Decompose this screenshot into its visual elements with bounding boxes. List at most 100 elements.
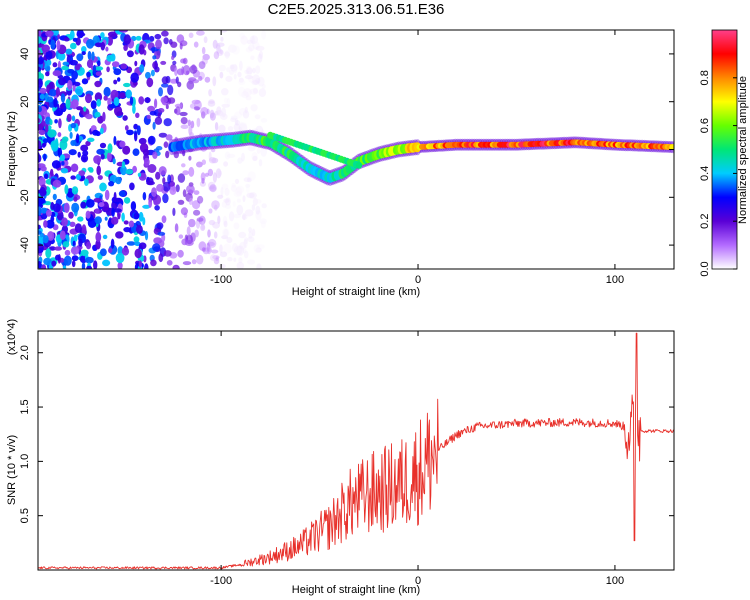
spectrogram-speckle xyxy=(255,65,261,74)
spectrogram-speckle xyxy=(158,166,167,176)
spectrogram-speckle xyxy=(162,177,166,185)
spectrogram-speckle xyxy=(38,30,42,38)
spectrogram-speckle xyxy=(250,104,258,112)
spectrogram-speckle xyxy=(73,234,78,242)
spectrogram-speckle xyxy=(83,106,87,112)
spectrogram-speckle xyxy=(206,108,210,115)
spectrogram-speckle xyxy=(181,66,185,76)
spectrogram-speckle xyxy=(207,238,217,248)
spectrogram-speckle xyxy=(132,104,136,114)
spectrogram-speckle xyxy=(76,53,84,62)
spectrogram-speckle xyxy=(85,113,93,120)
x-tick-label: 100 xyxy=(606,575,624,587)
spectrogram-speckle xyxy=(229,64,235,70)
spectrogram-speckle xyxy=(95,71,102,76)
spectrogram-speckle xyxy=(176,34,185,44)
spectrogram-speckle xyxy=(158,87,163,97)
spectrogram-speckle xyxy=(62,265,67,269)
spectrogram-speckle xyxy=(95,239,101,250)
spectrogram-speckle xyxy=(78,238,83,247)
spectrogram-speckle xyxy=(134,241,141,247)
spectrogram-speckle xyxy=(193,41,199,48)
spectrogram-speckle xyxy=(142,204,151,209)
snr-series-line xyxy=(38,332,674,570)
spectrogram-speckle xyxy=(173,151,179,159)
spectrogram-speckle xyxy=(64,184,69,195)
spectrogram-speckle xyxy=(216,106,222,115)
spectrogram-speckle xyxy=(93,155,102,164)
spectrogram-speckle xyxy=(256,263,262,269)
spectrogram-speckle xyxy=(214,204,218,211)
snr-multiplier-label: (x10^4) xyxy=(6,319,18,355)
spectrogram-speckle xyxy=(200,107,209,116)
spectrogram-speckle xyxy=(115,252,125,264)
spectrogram-speckle xyxy=(178,234,184,239)
spectrogram-speckle xyxy=(144,263,149,269)
spectrogram-speckle xyxy=(69,131,73,139)
spectrogram-speckle xyxy=(233,191,242,198)
spectrogram-speckle xyxy=(99,127,104,135)
spectrogram-speckle xyxy=(231,45,240,55)
spectrogram-speckle xyxy=(102,111,106,122)
spectrogram-speckle xyxy=(171,55,175,60)
spectrogram-speckle xyxy=(69,59,78,66)
spectrogram-speckle xyxy=(203,36,208,44)
spectrogram-speckle xyxy=(215,110,223,117)
spectrogram-speckle xyxy=(208,156,217,164)
spectrogram-ridge-point xyxy=(669,144,674,151)
spectrogram-speckle xyxy=(156,183,164,192)
spectrogram-speckle xyxy=(156,222,164,230)
y-tick-label: -20 xyxy=(19,189,31,205)
spectrogram-speckle xyxy=(68,149,77,156)
spectrogram-speckle xyxy=(246,192,255,199)
spectrogram-speckle xyxy=(234,118,239,126)
spectrogram-speckle xyxy=(147,105,156,112)
spectrogram-speckle xyxy=(45,123,49,133)
spectrogram-speckle xyxy=(80,144,89,152)
spectrogram-speckle xyxy=(217,170,222,177)
spectrogram-speckle xyxy=(208,99,215,104)
spectrogram-speckle xyxy=(38,230,42,235)
colorbar-strip xyxy=(711,29,738,270)
spectrogram-speckle xyxy=(251,151,258,162)
spectrogram-speckle xyxy=(200,172,206,182)
spectrogram-speckle xyxy=(165,104,169,110)
spectrogram-speckle xyxy=(96,165,101,176)
spectrogram-speckle xyxy=(201,247,206,252)
spectrogram-speckle xyxy=(175,184,180,193)
spectrogram-speckle xyxy=(50,215,55,223)
spectrogram-speckle xyxy=(90,100,97,110)
spectrogram-speckle xyxy=(116,140,121,147)
spectrogram-speckle xyxy=(193,106,200,111)
spectrogram-speckle xyxy=(59,103,65,110)
spectrogram-speckle xyxy=(38,261,42,269)
spectrogram-speckle xyxy=(118,190,126,197)
spectrogram-speckle xyxy=(212,76,217,87)
spectrogram-speckle xyxy=(74,64,81,71)
spectrogram-speckle xyxy=(76,32,86,37)
spectrogram-speckle xyxy=(154,33,162,40)
spectrogram-speckle xyxy=(238,127,243,136)
spectrogram-speckle xyxy=(107,97,111,107)
spectrogram-speckle xyxy=(244,69,250,75)
spectrogram-speckle xyxy=(252,197,258,206)
spectrogram-speckle xyxy=(255,78,261,84)
spectrogram-speckle xyxy=(167,84,174,96)
spectrogram-speckle xyxy=(72,99,79,108)
spectrogram-speckle xyxy=(219,71,224,79)
spectrogram-speckle xyxy=(88,167,94,173)
spectrogram-speckle xyxy=(241,91,249,99)
spectrogram-speckle xyxy=(138,211,144,222)
spectrogram-speckle xyxy=(57,132,62,138)
spectrogram-speckle xyxy=(112,158,116,165)
spectrogram-speckle xyxy=(38,106,42,113)
spectrogram-speckle xyxy=(257,53,263,63)
spectrogram-speckle xyxy=(157,231,166,236)
spectrogram-speckle xyxy=(96,148,105,155)
spectrogram-speckle xyxy=(97,175,103,180)
spectrogram-speckle xyxy=(238,231,247,239)
spectrogram-speckle xyxy=(242,195,246,203)
spectrogram-speckle xyxy=(156,146,163,151)
spectrogram-speckle xyxy=(233,73,237,80)
spectrogram-speckle xyxy=(99,142,107,149)
